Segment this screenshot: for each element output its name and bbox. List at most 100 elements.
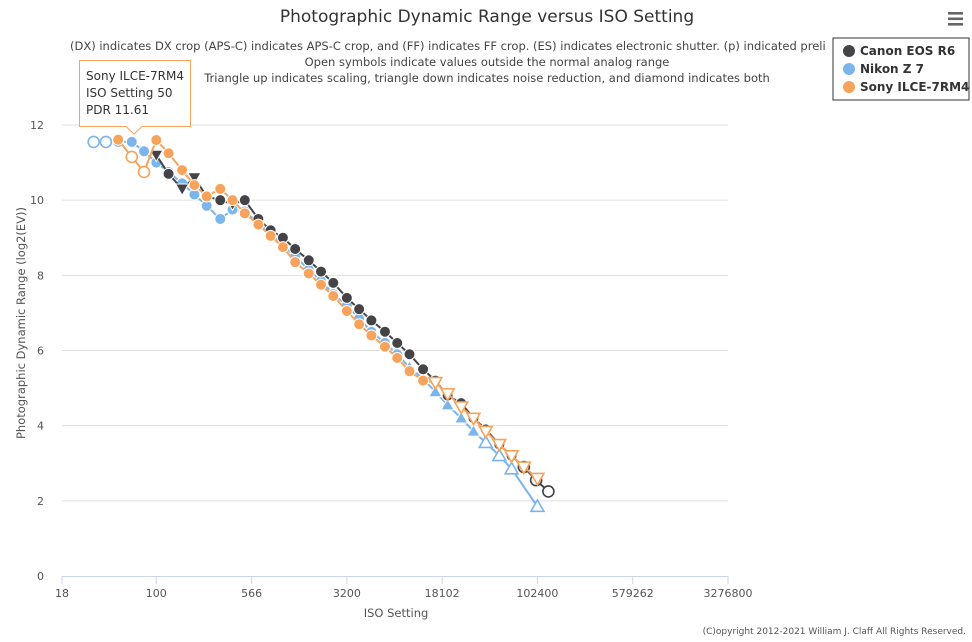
data-point[interactable] xyxy=(276,241,289,254)
data-point[interactable] xyxy=(327,290,340,303)
tooltip: Sony ILCE-7RM4 ISO Setting 50 PDR 11.61 xyxy=(79,60,191,135)
data-point[interactable] xyxy=(112,133,125,146)
chart-subtitle-line-1: (DX) indicates DX crop (APS-C) indicates… xyxy=(70,39,826,53)
legend-item-canon[interactable]: Canon EOS R6 xyxy=(843,44,955,58)
data-point[interactable] xyxy=(465,412,482,427)
data-point[interactable] xyxy=(176,164,189,177)
x-tick-label: 18102 xyxy=(425,587,460,600)
data-point[interactable] xyxy=(138,145,151,158)
data-point[interactable] xyxy=(238,207,251,220)
data-point[interactable] xyxy=(137,165,151,179)
data-point[interactable] xyxy=(427,376,444,391)
data-point[interactable] xyxy=(302,254,315,267)
data-point[interactable] xyxy=(315,265,328,278)
data-point[interactable] xyxy=(238,194,251,207)
data-point[interactable] xyxy=(214,194,227,207)
data-point[interactable] xyxy=(226,194,239,207)
data-point[interactable] xyxy=(491,438,508,453)
data-point[interactable] xyxy=(99,135,113,149)
data-point[interactable] xyxy=(162,167,175,180)
data-point[interactable] xyxy=(477,425,494,440)
data-point[interactable] xyxy=(477,434,494,449)
data-point[interactable] xyxy=(403,348,416,361)
data-point[interactable] xyxy=(503,460,520,475)
legend-label-canon: Canon EOS R6 xyxy=(860,44,955,58)
legend-item-sony[interactable]: Sony ILCE-7RM4 xyxy=(843,80,969,94)
data-point[interactable] xyxy=(417,374,430,387)
x-tick-label: 579262 xyxy=(612,587,654,600)
y-tick-label: 12 xyxy=(30,119,44,132)
legend: Canon EOS R6 Nikon Z 7 Sony ILCE-7RM4 xyxy=(832,37,970,101)
data-point[interactable] xyxy=(417,363,430,376)
series-line xyxy=(93,140,539,508)
data-point[interactable] xyxy=(87,135,100,149)
x-tick-label: 100 xyxy=(146,587,167,600)
data-point[interactable] xyxy=(378,340,391,353)
hamburger-menu-icon[interactable] xyxy=(945,10,965,30)
data-point[interactable] xyxy=(289,243,302,256)
series-nikon-z-7 xyxy=(87,135,546,513)
x-tick-label: 566 xyxy=(241,587,262,600)
chart-subtitle-line-3: Triangle up indicates scaling, triangle … xyxy=(203,71,770,85)
data-point[interactable] xyxy=(214,212,227,225)
data-point[interactable] xyxy=(440,397,455,411)
legend-marker-sony xyxy=(843,81,855,93)
data-point[interactable] xyxy=(491,447,508,462)
tooltip-iso: ISO Setting 50 xyxy=(86,86,172,100)
x-tick-label: 3200 xyxy=(333,587,361,600)
data-point[interactable] xyxy=(529,472,546,487)
data-point[interactable] xyxy=(174,183,190,197)
data-point[interactable] xyxy=(466,423,481,437)
data-point[interactable] xyxy=(353,303,366,316)
data-point[interactable] xyxy=(403,365,416,378)
data-point[interactable] xyxy=(162,147,175,160)
data-point[interactable] xyxy=(187,172,202,186)
series-line xyxy=(155,154,550,493)
data-point[interactable] xyxy=(315,278,328,291)
x-axis-label: ISO Setting xyxy=(364,606,429,620)
data-point[interactable] xyxy=(340,291,353,304)
y-tick-label: 0 xyxy=(37,570,44,583)
x-tick-label: 102400 xyxy=(516,587,558,600)
data-point[interactable] xyxy=(391,336,404,349)
series-layer xyxy=(87,133,555,513)
data-point[interactable] xyxy=(453,401,470,415)
data-point[interactable] xyxy=(439,388,456,402)
data-point[interactable] xyxy=(302,267,315,280)
data-point[interactable] xyxy=(340,305,353,318)
tooltip-pdr: PDR 11.61 xyxy=(86,103,149,117)
data-point[interactable] xyxy=(125,150,139,164)
y-tick-label: 10 xyxy=(30,194,44,207)
data-point[interactable] xyxy=(289,256,302,269)
y-tick-label: 6 xyxy=(37,345,44,358)
data-point[interactable] xyxy=(200,190,213,203)
data-point[interactable] xyxy=(188,179,201,192)
data-point[interactable] xyxy=(353,318,366,331)
data-point[interactable] xyxy=(365,314,378,327)
data-point[interactable] xyxy=(542,485,555,498)
data-point[interactable] xyxy=(327,276,340,289)
tick-label-layer: 0 2 4 6 8 10 12 18 100 566 3200 18102 102400 579262 32… xyxy=(30,119,753,600)
data-point[interactable] xyxy=(453,410,469,424)
data-point[interactable] xyxy=(378,325,391,338)
y-tick-label: 8 xyxy=(37,269,44,282)
data-point[interactable] xyxy=(252,218,265,231)
chart-subtitle-line-2: Open symbols indicate values outside the… xyxy=(305,55,670,69)
data-point[interactable] xyxy=(214,182,227,195)
legend-item-nikon[interactable]: Nikon Z 7 xyxy=(843,62,924,76)
data-point[interactable] xyxy=(365,329,378,342)
y-axis-label: Photographic Dynamic Range (log2(EV)) xyxy=(14,207,28,439)
series-sony-ilce-7rm4 xyxy=(112,133,546,487)
data-point[interactable] xyxy=(503,450,520,464)
data-point[interactable] xyxy=(515,461,532,476)
data-point[interactable] xyxy=(391,352,404,365)
data-point[interactable] xyxy=(264,229,277,242)
data-point[interactable] xyxy=(150,134,163,147)
x-tick-label: 18 xyxy=(55,587,69,600)
data-point[interactable] xyxy=(125,135,138,148)
data-point[interactable] xyxy=(148,149,164,163)
legend-label-sony: Sony ILCE-7RM4 xyxy=(860,80,969,94)
data-point[interactable] xyxy=(529,498,546,513)
data-point[interactable] xyxy=(427,384,443,398)
